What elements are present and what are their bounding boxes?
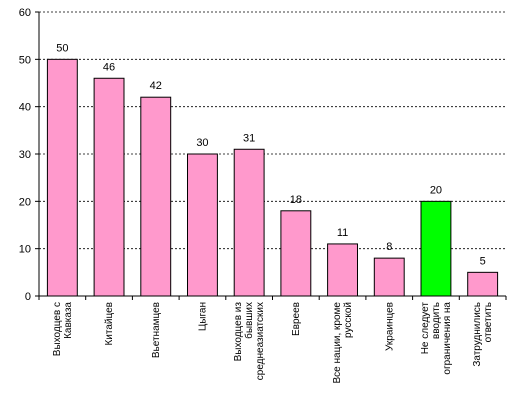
y-tick-label: 0 <box>25 291 31 303</box>
category-label-line: Евреев <box>291 302 302 336</box>
category-label-line: Не следует <box>420 302 431 355</box>
category-label-line: русской <box>343 302 354 338</box>
category-label: Выходцев из бывших среднеазиатских <box>233 302 266 381</box>
data-label: 31 <box>243 132 255 144</box>
data-label: 46 <box>103 61 115 73</box>
data-label: 18 <box>290 194 302 206</box>
category-label-line: Кавказа <box>63 302 74 339</box>
y-tick-label: 60 <box>19 7 31 19</box>
category-label: Вьетнамцев <box>151 302 162 358</box>
category-label-line: Выходцев из <box>233 302 244 362</box>
data-label: 5 <box>480 255 486 267</box>
data-label: 30 <box>196 137 208 149</box>
bar <box>187 153 218 297</box>
bar <box>373 257 405 297</box>
y-tick-label: 30 <box>19 149 31 161</box>
bar <box>46 58 78 297</box>
category-label-line: Выходцев с <box>52 302 63 356</box>
data-label: 20 <box>430 184 442 196</box>
category-label: Цыган <box>197 302 208 331</box>
bar <box>140 96 172 297</box>
y-tick-label: 50 <box>19 54 31 66</box>
bar <box>280 210 312 297</box>
data-label: 42 <box>150 80 162 92</box>
category-label: Украинцев <box>384 302 395 351</box>
category-label: Затруднились ответить <box>472 302 494 367</box>
y-tick-label: 10 <box>19 244 31 256</box>
data-label: 8 <box>386 241 392 253</box>
category-label-line: Затруднились <box>472 302 483 367</box>
category-label-line: ответить <box>483 302 494 342</box>
y-tick-label: 20 <box>19 196 31 208</box>
data-label: 11 <box>337 227 348 239</box>
category-label-line: бывших <box>243 302 255 339</box>
bar <box>93 77 125 297</box>
bar <box>420 200 452 297</box>
bar <box>327 243 358 297</box>
category-label: Все нации, кроме русской <box>332 302 354 384</box>
category-label-line: Украинцев <box>384 302 395 351</box>
category-label-line: Вьетнамцев <box>151 302 162 358</box>
category-label-line: Все нации, кроме <box>332 302 343 384</box>
y-tick-label: 40 <box>19 102 31 114</box>
category-label-line: среднеазиатских <box>255 302 266 380</box>
category-label-line: вводить <box>431 302 442 339</box>
category-label-line: Китайцев <box>104 302 115 346</box>
category-label-line: ограничения на <box>442 302 453 375</box>
bar <box>467 271 499 297</box>
category-label-line: Цыган <box>197 302 208 331</box>
data-label: 50 <box>56 42 68 54</box>
category-label: Не следует вводить ограничения на <box>420 302 453 375</box>
category-label: Выходцев с Кавказа <box>52 302 74 357</box>
bar <box>233 148 265 297</box>
category-label: Китайцев <box>104 302 115 346</box>
category-label: Евреев <box>291 302 302 336</box>
